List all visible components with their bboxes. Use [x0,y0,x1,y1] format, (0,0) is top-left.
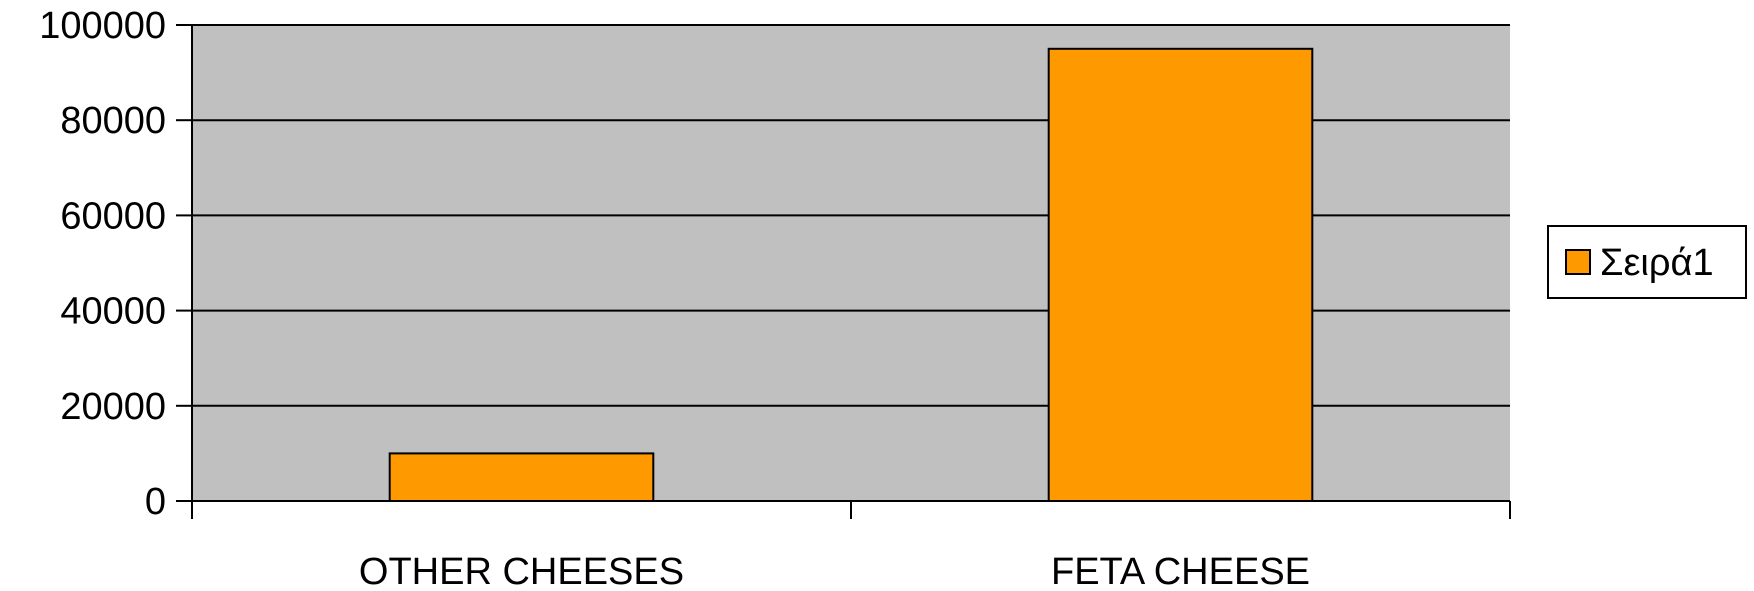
x-tick-label-0: OTHER CHEESES [359,551,684,591]
axes [176,24,1511,519]
bars [388,47,1314,503]
y-axis-tick-labels: 0 20000 40000 60000 80000 100000 [39,5,166,523]
x-axis-tick-labels: OTHER CHEESES FETA CHEESE [359,551,1310,591]
bar-feta-cheese [1047,47,1314,503]
y-tick-label-3: 60000 [60,195,166,237]
x-tick-label-1: FETA CHEESE [1051,551,1310,591]
legend-swatch [1565,249,1591,275]
bar-other-cheeses [388,452,655,502]
legend: Σειρά1 [1547,225,1747,299]
y-tick-label-1: 20000 [60,386,166,428]
legend-label-series-1: Σειρά1 [1600,242,1714,284]
y-tick-label-4: 80000 [60,100,166,142]
y-tick-label-5: 100000 [39,5,166,47]
y-tick-label-2: 40000 [60,291,166,333]
y-tick-label-0: 0 [145,481,166,523]
